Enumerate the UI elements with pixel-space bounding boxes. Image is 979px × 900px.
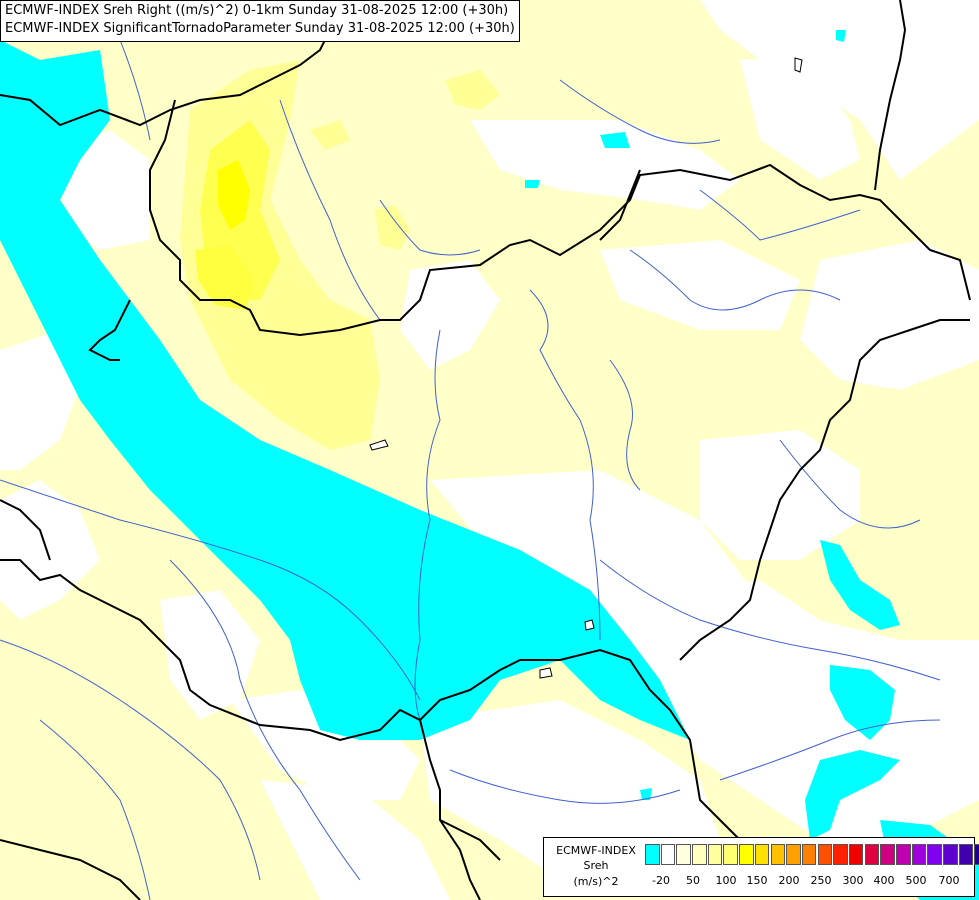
legend-tick-label: 500 <box>905 874 927 887</box>
legend-swatch <box>770 844 785 865</box>
legend-swatch <box>958 844 974 865</box>
legend-swatch-row <box>645 844 979 865</box>
legend-swatch <box>974 844 979 865</box>
legend-swatch <box>911 844 927 865</box>
legend-name-line-1: ECMWF-INDEX <box>556 844 636 857</box>
map-title-line-1: ECMWF-INDEX Sreh Right ((m/s)^2) 0-1km S… <box>5 3 509 18</box>
legend-tick-label: 100 <box>715 874 737 887</box>
legend-swatch <box>723 844 738 865</box>
legend-swatch <box>707 844 723 865</box>
legend-swatch <box>833 844 848 865</box>
legend-swatch <box>864 844 880 865</box>
legend-tick-label: 700 <box>938 874 960 887</box>
rivers <box>0 39 941 900</box>
legend-tick-label: 400 <box>873 874 895 887</box>
lakes <box>369 57 803 679</box>
color-legend: ECMWF-INDEX Sreh (m/s)^2 -20 50 100 150 200 2… <box>543 837 979 897</box>
legend-swatch <box>739 844 754 865</box>
legend-swatch <box>896 844 911 865</box>
legend-swatch <box>645 844 660 865</box>
legend-tick-label: 50 <box>686 874 700 887</box>
legend-swatch <box>660 844 676 865</box>
legend-swatch <box>880 844 895 865</box>
legend-swatch <box>848 844 864 865</box>
legend-tick-label: 200 <box>778 874 800 887</box>
legend-swatch <box>676 844 691 865</box>
legend-swatch <box>817 844 833 865</box>
legend-swatch <box>786 844 801 865</box>
legend-tick-label: 150 <box>746 874 768 887</box>
legend-tick-label: 250 <box>810 874 832 887</box>
legend-swatch <box>927 844 942 865</box>
legend-swatch <box>943 844 958 865</box>
map-title-box: ECMWF-INDEX Sreh Right ((m/s)^2) 0-1km S… <box>0 0 520 42</box>
legend-swatch <box>801 844 817 865</box>
map-title-line-2: ECMWF-INDEX SignificantTornadoParameter … <box>5 21 515 36</box>
legend-unit: (m/s)^2 <box>573 875 619 888</box>
legend-name-line-2: Sreh <box>583 859 609 872</box>
legend-swatch <box>692 844 707 865</box>
yellow-areas <box>180 60 500 450</box>
legend-tick-label: 300 <box>842 874 864 887</box>
legend-swatch <box>754 844 770 865</box>
legend-tick-label: -20 <box>652 874 670 887</box>
